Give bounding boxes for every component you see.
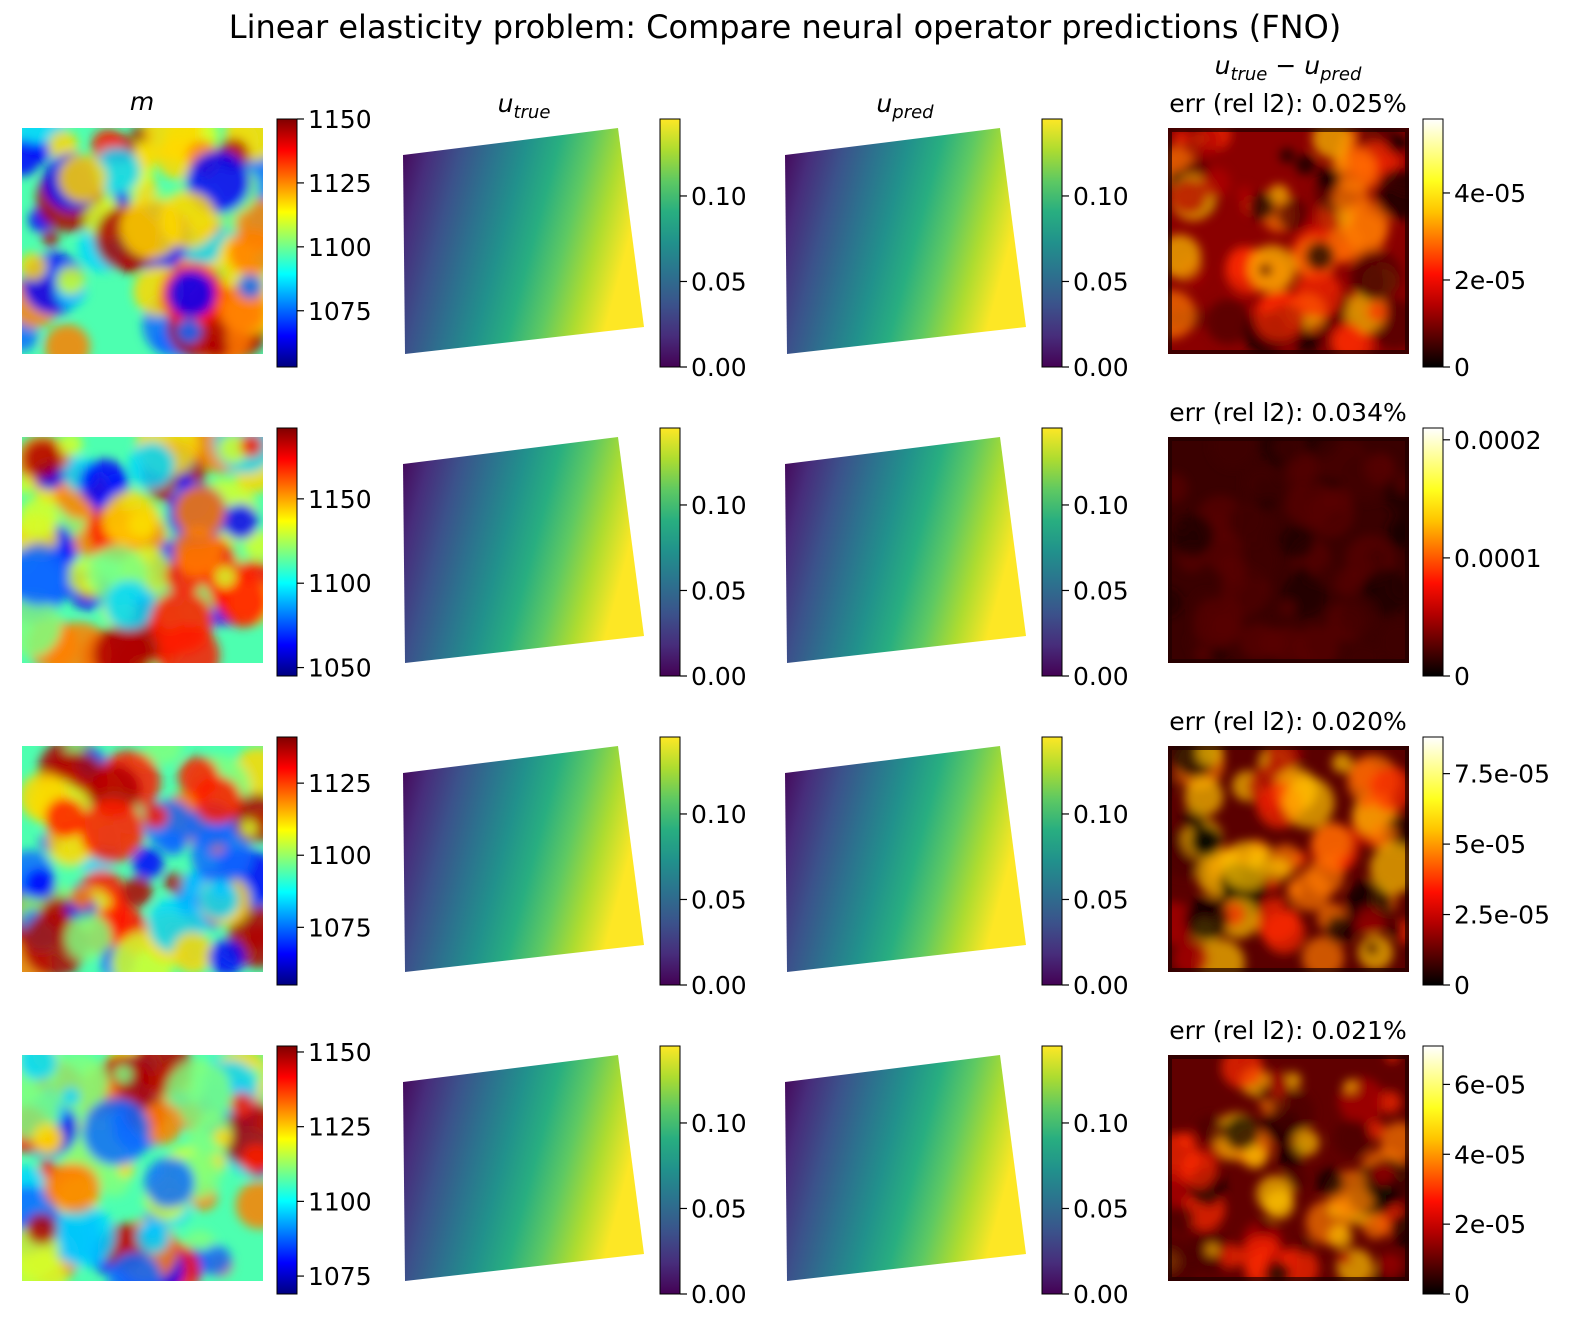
m-field-panel-2 [22,437,263,663]
u-pred-field-panel-4 [785,1055,1026,1281]
m-colorbar-1-tick-label: 1075 [308,297,372,326]
m-colorbar-3-tick-label: 1075 [308,913,372,942]
u-true-colorbar-2: 0.00 0.05 0.10 [659,427,747,691]
m-colorbar-1-tick-label: 1100 [308,233,372,262]
diff-colorbar-3: 0 2.5e-05 5e-05 7.5e-05 [1422,736,1550,1000]
u-pred-colorbar-3: 0.00 0.05 0.10 [1041,736,1129,1000]
diff-field-panel-2 [1168,437,1409,663]
u-true-colorbar-1-tick-label: 0.05 [691,267,747,296]
m-field-panel-1 [22,128,263,354]
diff-colorbar-1-tick-label: 2e-05 [1454,266,1526,295]
m-colorbar-2-tick-label: 1150 [308,485,372,514]
diff-colorbar-4-tick-label: 4e-05 [1454,1140,1526,1169]
u-true-colorbar-2-tick-label: 0.05 [691,576,747,605]
diff-field-panel-1 [1168,128,1409,354]
u-pred-colorbar-2-tick-label: 0.05 [1073,576,1129,605]
m-colorbar-4-tick-label: 1075 [308,1262,372,1291]
err-label-2: err (rel l2): 0.034% [1169,398,1407,427]
m-colorbar-4-tick-label: 1125 [308,1113,372,1142]
m-colorbar-1: 1075 1100 1125 1150 [276,105,372,368]
u-true-field-panel-3 [403,746,644,972]
m-field-panel-4 [22,1055,263,1281]
m-colorbar-4-tick-label: 1100 [308,1187,372,1216]
m-colorbar-4: 1075 1100 1125 1150 [276,1038,372,1295]
diff-colorbar-2: 0 0.0001 0.0002 [1422,426,1541,691]
col-title-m: m [130,87,154,116]
m-colorbar-3-tick-label: 1125 [308,769,372,798]
diff-colorbar-3-tick-label: 0 [1454,971,1470,1000]
m-colorbar-3: 1075 1100 1125 [276,736,372,986]
u-pred-colorbar-4: 0.00 0.05 0.10 [1041,1045,1129,1309]
u-true-colorbar-3-tick-label: 0.00 [691,971,747,1000]
diff-colorbar-3-tick-label: 5e-05 [1454,830,1526,859]
u-pred-field-panel-3 [785,746,1026,972]
err-label-3: err (rel l2): 0.020% [1169,707,1407,736]
diff-colorbar-1-tick-label: 0 [1454,353,1470,382]
err-label-1: err (rel l2): 0.025% [1169,89,1407,118]
u-pred-colorbar-2-tick-label: 0.10 [1073,491,1129,520]
u-pred-colorbar-2: 0.00 0.05 0.10 [1041,427,1129,691]
u-true-colorbar-4-tick-label: 0.00 [691,1280,747,1309]
diff-colorbar-1-tick-label: 4e-05 [1454,179,1526,208]
u-true-colorbar-3: 0.00 0.05 0.10 [659,736,747,1000]
col-title-u-true: utrue [498,89,551,123]
m-colorbar-2-tick-label: 1100 [308,569,372,598]
m-colorbar-4-tick-label: 1150 [308,1038,372,1067]
diff-colorbar-4-tick-label: 6e-05 [1454,1070,1526,1099]
diff-colorbar-4-tick-label: 2e-05 [1454,1210,1526,1239]
m-field-panel-3 [22,746,263,972]
err-label-4: err (rel l2): 0.021% [1169,1016,1407,1045]
u-pred-colorbar-3-tick-label: 0.05 [1073,885,1129,914]
u-pred-colorbar-2-tick-label: 0.00 [1073,662,1129,691]
u-pred-colorbar-4-tick-label: 0.00 [1073,1280,1129,1309]
diff-field-panel-3 [1168,746,1409,972]
u-true-colorbar-2-tick-label: 0.10 [691,491,747,520]
u-pred-colorbar-4-tick-label: 0.05 [1073,1194,1129,1223]
col-title-diff: utrue − upred [1215,51,1362,85]
u-true-colorbar-4-tick-label: 0.05 [691,1194,747,1223]
m-colorbar-2-tick-label: 1050 [308,654,372,683]
m-colorbar-3-tick-label: 1100 [308,841,372,870]
u-true-colorbar-3-tick-label: 0.10 [691,800,747,829]
u-true-colorbar-1-tick-label: 0.10 [691,182,747,211]
diff-colorbar-4-tick-label: 0 [1454,1280,1470,1309]
u-true-colorbar-3-tick-label: 0.05 [691,885,747,914]
u-true-colorbar-1-tick-label: 0.00 [691,353,747,382]
figure-title: Linear elasticity problem: Compare neura… [229,8,1342,46]
u-pred-colorbar-1-tick-label: 0.10 [1073,182,1129,211]
u-true-colorbar-4-tick-label: 0.10 [691,1109,747,1138]
u-true-field-panel-2 [403,437,644,663]
u-true-colorbar-2-tick-label: 0.00 [691,662,747,691]
diff-field-panel-4 [1168,1055,1409,1281]
u-pred-colorbar-1-tick-label: 0.00 [1073,353,1129,382]
diff-colorbar-3-tick-label: 7.5e-05 [1454,760,1550,789]
u-pred-colorbar-3-tick-label: 0.00 [1073,971,1129,1000]
m-colorbar-2: 1050 1100 1150 [276,427,372,683]
m-colorbar-1-tick-label: 1125 [308,169,372,198]
u-pred-colorbar-1-tick-label: 0.05 [1073,267,1129,296]
u-pred-field-panel-2 [785,437,1026,663]
u-pred-colorbar-3-tick-label: 0.10 [1073,800,1129,829]
diff-colorbar-2-tick-label: 0.0002 [1454,426,1541,455]
diff-colorbar-2-tick-label: 0.0001 [1454,544,1541,573]
u-true-colorbar-4: 0.00 0.05 0.10 [659,1045,747,1309]
diff-colorbar-4: 0 2e-05 4e-05 6e-05 [1422,1045,1526,1309]
u-true-field-panel-1 [403,128,644,354]
u-true-field-panel-4 [403,1055,644,1281]
u-pred-colorbar-1: 0.00 0.05 0.10 [1041,118,1129,382]
diff-colorbar-1: 0 2e-05 4e-05 [1422,118,1526,382]
col-title-u-pred: upred [876,89,934,123]
diff-colorbar-3-tick-label: 2.5e-05 [1454,901,1550,930]
u-true-colorbar-1: 0.00 0.05 0.10 [659,118,747,382]
u-pred-colorbar-4-tick-label: 0.10 [1073,1109,1129,1138]
diff-colorbar-2-tick-label: 0 [1454,662,1470,691]
m-colorbar-1-tick-label: 1150 [308,105,372,134]
u-pred-field-panel-1 [785,128,1026,354]
